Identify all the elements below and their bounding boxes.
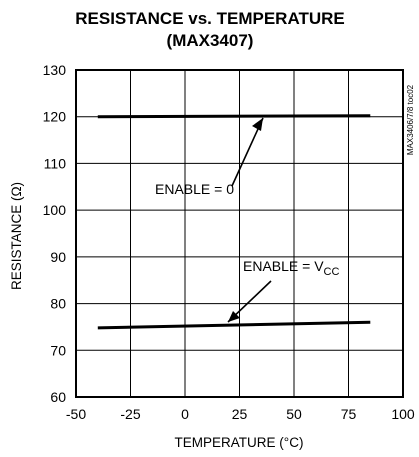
y-tick-label: 90 — [50, 249, 66, 265]
y-tick-label: 100 — [43, 202, 67, 218]
y-tick-label: 60 — [50, 389, 66, 405]
y-ticks: 60 70 80 90 100 110 120 130 — [43, 62, 67, 405]
document-code: MAX3406/7/8 toc02 — [406, 84, 415, 155]
x-ticks: -50 -25 0 25 50 75 100 — [66, 406, 415, 422]
annotation-enable-vcc: ENABLE = VCC — [243, 258, 339, 278]
y-tick-label: 70 — [50, 342, 66, 358]
x-tick-label: -50 — [66, 406, 86, 422]
y-tick-label: 80 — [50, 296, 66, 312]
annotation-enable-0: ENABLE = 0 — [155, 181, 234, 197]
grid — [76, 70, 403, 397]
y-axis-label: RESISTANCE (Ω) — [9, 182, 24, 290]
chart-title: RESISTANCE vs. TEMPERATURE — [75, 9, 345, 28]
x-tick-label: 0 — [181, 406, 189, 422]
annotation-arrow-enable-0 — [231, 117, 264, 187]
annotation-arrowhead-enable-vcc — [228, 311, 240, 322]
x-tick-label: 100 — [391, 406, 415, 422]
x-tick-label: -25 — [120, 406, 140, 422]
y-tick-label: 130 — [43, 62, 67, 78]
series-layer — [97, 114, 371, 330]
series-line-0 — [97, 114, 371, 119]
x-axis-label: TEMPERATURE (°C) — [175, 435, 304, 450]
x-tick-label: 25 — [232, 406, 248, 422]
annotation-enable-vcc-main: ENABLE = V — [243, 258, 324, 274]
x-tick-label: 50 — [286, 406, 302, 422]
y-tick-label: 110 — [44, 155, 67, 171]
plot-frame — [75, 69, 404, 398]
chart-subtitle: (MAX3407) — [167, 31, 254, 50]
annotation-enable-vcc-sub: CC — [324, 266, 340, 278]
y-tick-label: 120 — [43, 109, 67, 125]
annotation-arrowhead-enable-0 — [252, 118, 263, 131]
x-tick-label: 75 — [341, 406, 357, 422]
series-line-1 — [97, 320, 371, 330]
